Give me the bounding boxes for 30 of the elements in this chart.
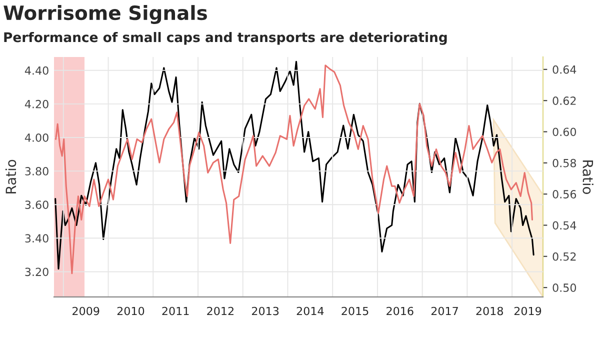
x-tick-label: 2016	[386, 306, 414, 316]
y2-tick-label: 0.56	[552, 190, 576, 198]
y2-axis-title: Ratio	[582, 160, 594, 194]
y2-tick-label: 0.58	[552, 158, 576, 168]
y-tick-label: 4.40	[24, 66, 48, 75]
x-tick-label: 2012	[207, 306, 234, 316]
x-tick-label: 2018	[476, 306, 503, 316]
y-tick-label: 4.00	[24, 133, 48, 142]
x-tick-label: 2015	[342, 306, 368, 316]
x-tick-label: 2019	[514, 306, 542, 316]
y-tick-label: 3.20	[25, 268, 48, 276]
y2-tick-label: 0.52	[552, 252, 576, 261]
x-tick-label: 2014	[296, 306, 324, 316]
chart-title: Worrisome Signals	[4, 5, 207, 24]
x-tick-label: 2010	[117, 306, 144, 316]
y2-tick-label: 0.50	[552, 284, 576, 292]
y-tick-label: 3.60	[25, 200, 48, 209]
x-tick-label: 2009	[72, 306, 100, 316]
y2-tick-label: 0.60	[552, 128, 576, 136]
x-tick-label: 2017	[431, 306, 458, 316]
y-tick-label: 3.80	[25, 167, 48, 176]
y-tick-label: 4.20	[24, 100, 48, 108]
x-tick-label: 2013	[252, 306, 279, 316]
x-tick-label: 2011	[162, 306, 189, 316]
y2-tick-label: 0.54	[552, 221, 576, 230]
y2-tick-label: 0.62	[552, 96, 576, 105]
y2-tick-label: 0.64	[552, 65, 576, 74]
y-tick-label: 3.40	[25, 234, 48, 243]
chart-subtitle: Performance of small caps and transports are deteriorating	[4, 32, 447, 45]
y-axis-title: Ratio	[5, 160, 16, 194]
